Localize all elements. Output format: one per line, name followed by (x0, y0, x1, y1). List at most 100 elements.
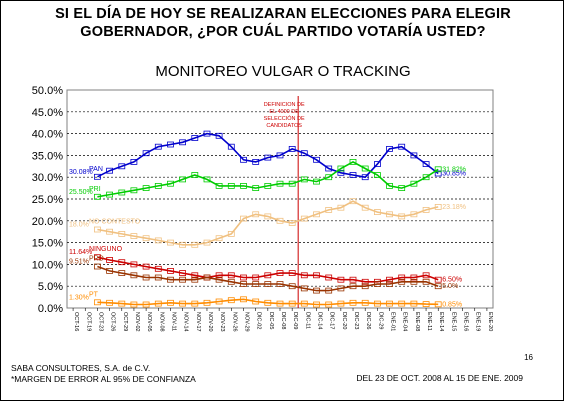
data-point (94, 263, 101, 270)
x-tick-label: DIC-17 (329, 312, 335, 329)
data-point (252, 158, 260, 165)
data-point (118, 270, 126, 277)
y-tick-label: 40.0% (32, 129, 63, 141)
series-name-label: PAN (89, 166, 103, 173)
data-point (434, 203, 442, 210)
data-point (337, 169, 345, 176)
series-name-label: NO CONTESTO (89, 219, 141, 226)
data-point (106, 167, 113, 174)
data-point (410, 152, 418, 159)
data-point (288, 220, 296, 226)
series-end-label: 30.85% (442, 170, 466, 177)
y-tick-label: 15.0% (32, 238, 63, 250)
series-name-label: PT (89, 291, 99, 298)
x-tick-label: ENE-04 (402, 312, 408, 331)
data-point (130, 272, 138, 279)
data-point (386, 300, 393, 307)
x-tick-label: OCT-29 (122, 312, 128, 331)
data-point (191, 172, 199, 178)
data-point (154, 274, 162, 281)
data-point (191, 272, 199, 279)
data-point (349, 283, 357, 290)
x-tick-label: NOV-05 (146, 312, 152, 332)
data-point (349, 198, 357, 205)
data-point (276, 270, 284, 277)
data-point (398, 278, 406, 285)
data-point (337, 276, 345, 283)
data-point (386, 145, 393, 152)
y-axis-ticks: 0.0% 5.0% 10.0% 15.0% 20.0% 25.0% 30.0% 35.0% 40… (32, 85, 63, 315)
data-point (215, 272, 223, 279)
data-point (434, 166, 442, 173)
series-line (97, 200, 439, 246)
x-tick-label: ENE-20 (487, 312, 493, 331)
data-point (154, 237, 162, 244)
data-point (227, 182, 235, 189)
data-point (434, 301, 442, 308)
data-point (313, 272, 320, 279)
series-name-label: PRD (89, 256, 104, 263)
x-axis-ticks: OCT-16 OCT-19 OCT-23 OCT-26 OCT-29 NOV-02 NOV-… (72, 308, 493, 332)
x-tick-label: OCT-19 (85, 312, 91, 331)
data-point (252, 298, 260, 305)
data-point (179, 139, 187, 146)
data-point (240, 182, 247, 189)
data-point (215, 132, 223, 139)
data-point (240, 274, 247, 281)
data-point (313, 301, 320, 308)
data-point (191, 135, 199, 141)
period-label: DEL 23 DE OCT. 2008 AL 15 DE ENE. 2009 (356, 373, 523, 383)
data-point (191, 276, 199, 283)
data-point (167, 141, 174, 148)
data-point (422, 278, 430, 285)
y-tick-label: 45.0% (32, 107, 63, 119)
data-point (325, 301, 333, 308)
data-point (325, 274, 333, 281)
data-point (398, 185, 406, 192)
y-tick-label: 10.0% (32, 259, 63, 271)
data-point (252, 211, 260, 218)
data-point (300, 300, 308, 307)
data-point (215, 276, 223, 283)
data-point (142, 150, 150, 157)
y-tick-label: 25.0% (32, 194, 63, 206)
data-point (203, 274, 211, 281)
data-point (349, 158, 357, 165)
data-point (264, 272, 272, 279)
data-point (154, 265, 162, 272)
x-tick-label: DIC-20 (341, 312, 347, 329)
x-tick-label: DIC-23 (353, 312, 359, 329)
x-tick-label: DIC-08 (280, 312, 286, 329)
series-start-label: 18.0% (69, 222, 89, 229)
data-point (373, 161, 381, 168)
source-label: SABA CONSULTORES, S.A. de C.V. (11, 363, 151, 373)
data-point (422, 272, 430, 279)
data-point (386, 276, 393, 283)
data-point (118, 163, 126, 170)
data-point (361, 299, 369, 306)
data-point (337, 285, 345, 292)
data-point (130, 261, 138, 268)
survey-question: SI EL DÍA DE HOY SE REALIZARAN ELECCIONE… (55, 6, 511, 40)
annotation-text-line: DEFINICION DE (264, 102, 305, 108)
annotation-text-line: EL 4000 DE (269, 109, 299, 115)
data-point (142, 301, 150, 308)
data-point (118, 259, 126, 266)
data-point (130, 187, 138, 194)
data-point (264, 281, 272, 287)
data-point (313, 211, 320, 218)
data-point (325, 165, 333, 172)
x-tick-label: OCT-16 (73, 312, 79, 331)
x-tick-label: NOV-20 (207, 312, 213, 332)
data-point (154, 143, 162, 150)
x-tick-label: NOV-17 (195, 312, 201, 332)
data-point (386, 281, 393, 287)
data-point (276, 300, 284, 307)
data-point (203, 130, 211, 137)
data-point (422, 174, 430, 181)
data-point (276, 152, 284, 159)
y-tick-label: 30.0% (32, 172, 63, 184)
data-point (130, 233, 138, 240)
